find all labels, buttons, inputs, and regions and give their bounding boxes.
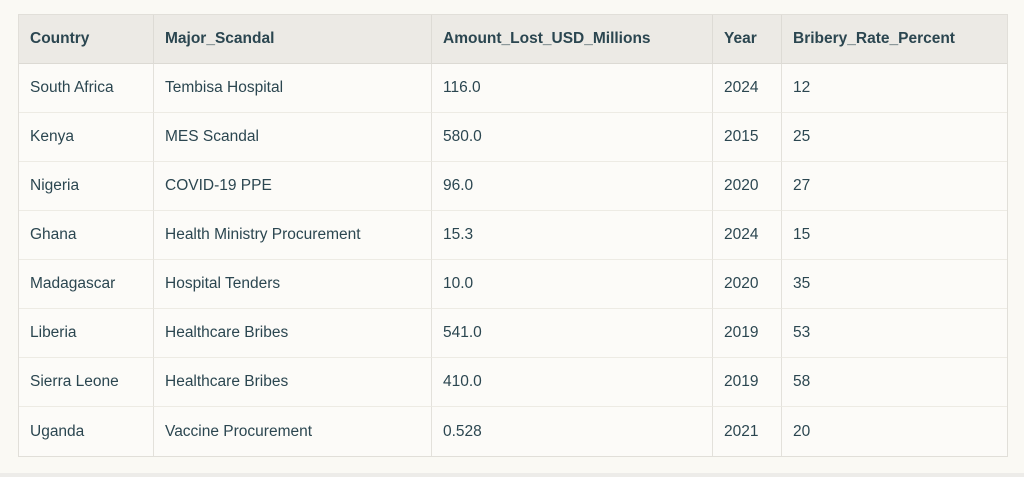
cell-bribery: 27 [782,162,1007,211]
cell-country: Uganda [19,407,154,456]
table-row: Madagascar Hospital Tenders 10.0 2020 35 [19,260,1007,309]
cell-year: 2021 [713,407,782,456]
cell-country: Sierra Leone [19,358,154,407]
cell-scandal: COVID-19 PPE [154,162,432,211]
cell-scandal: Healthcare Bribes [154,358,432,407]
cell-year: 2020 [713,162,782,211]
table-header: Country Major_Scandal Amount_Lost_USD_Mill… [19,15,1007,64]
cell-scandal: Tembisa Hospital [154,64,432,113]
cell-bribery: 15 [782,211,1007,260]
header-cell-amount: Amount_Lost_USD_Millions [432,15,713,64]
header-cell-year: Year [713,15,782,64]
table-row: Liberia Healthcare Bribes 541.0 2019 53 [19,309,1007,358]
table-row: Sierra Leone Healthcare Bribes 410.0 2019 58 [19,358,1007,407]
cell-country: Liberia [19,309,154,358]
cell-amount: 410.0 [432,358,713,407]
cell-amount: 10.0 [432,260,713,309]
corruption-scandals-table: Country Major_Scandal Amount_Lost_USD_Mill… [18,14,1008,457]
cell-amount: 541.0 [432,309,713,358]
header-cell-bribery: Bribery_Rate_Percent [782,15,1007,64]
cell-country: Kenya [19,113,154,162]
cell-amount: 96.0 [432,162,713,211]
cell-year: 2020 [713,260,782,309]
cell-bribery: 12 [782,64,1007,113]
table-row: Nigeria COVID-19 PPE 96.0 2020 27 [19,162,1007,211]
table-row: Uganda Vaccine Procurement 0.528 2021 20 [19,407,1007,456]
cell-country: Ghana [19,211,154,260]
bottom-edge-strip [0,473,1024,477]
cell-amount: 580.0 [432,113,713,162]
cell-bribery: 53 [782,309,1007,358]
cell-amount: 116.0 [432,64,713,113]
cell-bribery: 35 [782,260,1007,309]
cell-amount: 0.528 [432,407,713,456]
cell-year: 2019 [713,358,782,407]
table-row: Kenya MES Scandal 580.0 2015 25 [19,113,1007,162]
cell-country: Madagascar [19,260,154,309]
cell-year: 2024 [713,211,782,260]
header-cell-scandal: Major_Scandal [154,15,432,64]
cell-scandal: Vaccine Procurement [154,407,432,456]
cell-scandal: Hospital Tenders [154,260,432,309]
cell-bribery: 58 [782,358,1007,407]
table-row: South Africa Tembisa Hospital 116.0 2024 12 [19,64,1007,113]
header-row: Country Major_Scandal Amount_Lost_USD_Mill… [19,15,1007,64]
header-cell-country: Country [19,15,154,64]
cell-year: 2019 [713,309,782,358]
cell-country: South Africa [19,64,154,113]
table-body: South Africa Tembisa Hospital 116.0 2024 12 K… [19,64,1007,456]
cell-scandal: MES Scandal [154,113,432,162]
cell-year: 2024 [713,64,782,113]
cell-bribery: 20 [793,422,811,440]
cell-scandal: Health Ministry Procurement [154,211,432,260]
cell-scandal: Healthcare Bribes [154,309,432,358]
cell-country: Nigeria [19,162,154,211]
cell-bribery: 25 [782,113,1007,162]
table-row: Ghana Health Ministry Procurement 15.3 2024… [19,211,1007,260]
cell-year: 2015 [713,113,782,162]
cell-amount: 15.3 [432,211,713,260]
